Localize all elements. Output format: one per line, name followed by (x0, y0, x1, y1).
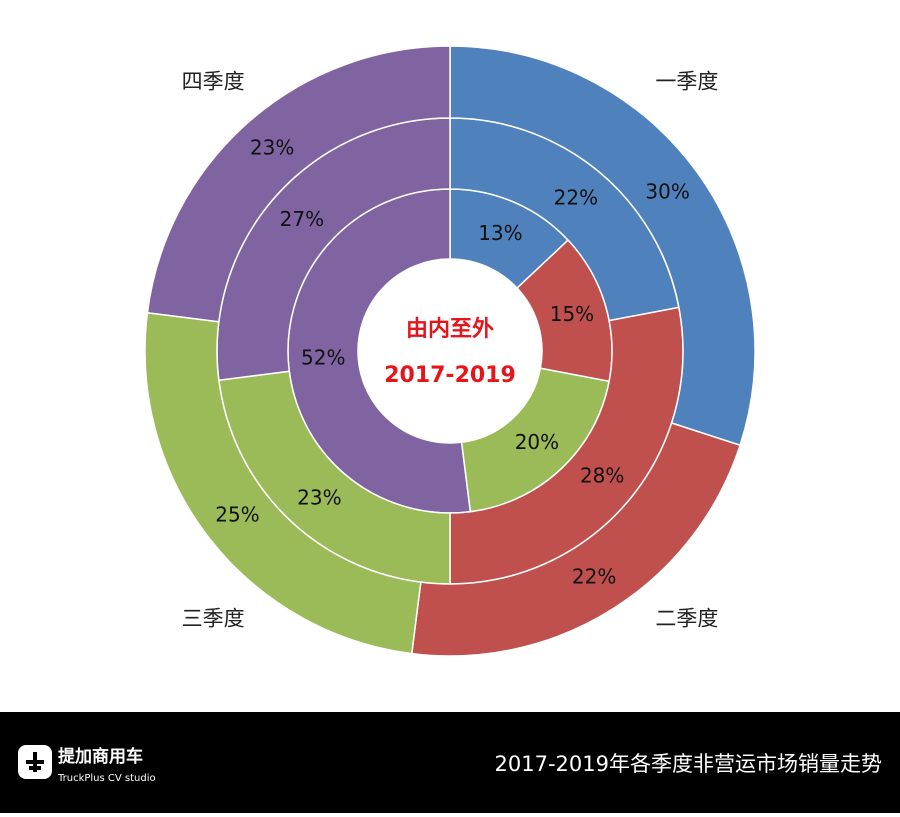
value-label: 20% (515, 430, 559, 454)
brand: 提加商用车 (58, 746, 143, 767)
center-text: 由内至外 (406, 316, 494, 342)
value-label: 13% (478, 221, 522, 245)
caption: 2017-2019年各季度非营运市场销量走势 (495, 752, 882, 776)
brand-sub: TruckPlus CV studio (57, 773, 156, 784)
value-label: 23% (297, 486, 341, 510)
segment (449, 45, 756, 447)
segment (146, 45, 451, 323)
category-label: 一季度 (655, 69, 718, 93)
value-label: 23% (250, 136, 294, 160)
center-text: 2017-2019 (384, 363, 516, 388)
value-label: 22% (572, 565, 616, 589)
footer-band (0, 712, 900, 813)
value-label: 22% (554, 185, 598, 209)
value-label: 52% (301, 345, 345, 369)
value-label: 15% (550, 302, 594, 326)
category-label: 三季度 (182, 607, 245, 631)
category-label: 四季度 (182, 69, 245, 93)
value-label: 25% (215, 502, 259, 526)
value-label: 30% (645, 179, 689, 203)
logo-glyph (26, 752, 44, 772)
value-label: 28% (580, 463, 624, 487)
category-label: 二季度 (655, 607, 718, 631)
value-label: 27% (280, 207, 324, 231)
